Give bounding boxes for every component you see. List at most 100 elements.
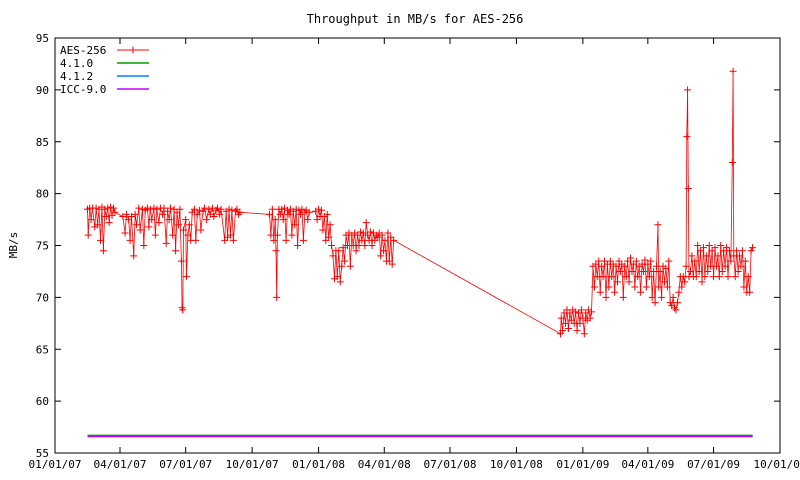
data-point xyxy=(270,236,278,244)
data-point xyxy=(299,236,307,244)
data-point xyxy=(728,159,736,166)
data-point xyxy=(151,231,159,239)
data-point xyxy=(325,233,333,241)
data-point xyxy=(740,283,748,291)
y-axis-label: MB/s xyxy=(7,232,20,259)
data-point xyxy=(612,262,620,270)
series-line-0 xyxy=(87,71,753,335)
data-point xyxy=(622,273,630,281)
data-point xyxy=(179,306,187,314)
data-point xyxy=(573,327,581,335)
data-point xyxy=(654,221,662,229)
data-point xyxy=(180,226,188,234)
data-point xyxy=(200,204,208,212)
data-point xyxy=(741,257,749,265)
y-tick-label: 65 xyxy=(36,343,49,356)
data-point xyxy=(588,308,596,316)
x-tick-label: 10/01/08 xyxy=(490,458,543,471)
data-point xyxy=(381,236,389,244)
data-point xyxy=(605,283,613,291)
data-point xyxy=(695,267,703,275)
x-tick-label: 01/01/08 xyxy=(292,458,345,471)
data-point xyxy=(736,252,744,260)
data-point xyxy=(738,247,746,255)
data-point xyxy=(644,260,652,268)
data-point xyxy=(109,204,117,212)
data-point xyxy=(199,207,207,215)
data-point xyxy=(126,236,134,244)
legend-label: ICC-9.0 xyxy=(60,83,106,96)
data-point xyxy=(723,244,731,252)
data-point xyxy=(102,212,110,220)
data-point xyxy=(577,306,585,314)
data-point xyxy=(148,216,156,224)
data-point xyxy=(319,226,327,234)
data-point xyxy=(184,231,192,239)
data-point xyxy=(702,252,710,260)
data-point xyxy=(378,231,386,239)
legend-label: 4.1.2 xyxy=(60,70,93,83)
chart-title: Throughput in MB/s for AES-256 xyxy=(307,12,524,26)
data-point xyxy=(229,236,237,244)
data-point xyxy=(371,236,379,244)
data-point xyxy=(279,216,287,224)
data-point xyxy=(291,221,299,229)
plot-frame xyxy=(54,37,781,454)
data-point xyxy=(656,267,664,275)
data-point xyxy=(564,325,572,332)
x-tick-label: 10/01/07 xyxy=(226,458,279,471)
x-tick-label: 04/01/07 xyxy=(93,458,146,471)
data-point xyxy=(608,273,616,281)
data-point xyxy=(647,257,655,265)
data-point xyxy=(182,216,190,224)
data-point xyxy=(177,257,185,265)
data-point xyxy=(271,216,279,224)
data-point xyxy=(712,262,720,270)
data-point xyxy=(708,247,716,255)
data-point xyxy=(226,231,234,239)
data-point xyxy=(380,247,388,255)
data-point xyxy=(641,256,649,264)
data-point xyxy=(592,260,600,268)
data-point xyxy=(682,262,690,270)
data-point xyxy=(704,267,712,275)
data-point xyxy=(364,231,372,239)
data-point xyxy=(282,236,290,244)
data-point xyxy=(336,278,344,286)
x-tick-label: 04/01/08 xyxy=(358,458,411,471)
data-point xyxy=(195,206,203,214)
data-point xyxy=(233,205,241,213)
data-point xyxy=(304,216,312,224)
data-point xyxy=(317,206,325,214)
data-point xyxy=(734,267,742,275)
data-point xyxy=(678,283,686,291)
data-point xyxy=(688,252,696,260)
data-point xyxy=(627,254,635,262)
data-point xyxy=(313,216,321,224)
data-point xyxy=(329,252,337,260)
data-point xyxy=(276,210,284,218)
data-point xyxy=(273,231,281,239)
data-point xyxy=(338,262,346,270)
data-point xyxy=(173,208,181,216)
data-point xyxy=(645,273,653,281)
data-point xyxy=(206,210,214,218)
data-point xyxy=(333,273,341,281)
data-point xyxy=(658,293,666,301)
data-point xyxy=(136,226,144,234)
data-point xyxy=(731,273,739,281)
data-point xyxy=(662,264,670,272)
data-point xyxy=(559,327,567,335)
data-point xyxy=(684,86,692,94)
data-point xyxy=(673,299,681,307)
data-point xyxy=(663,283,671,291)
data-point xyxy=(387,233,395,241)
data-point xyxy=(225,205,233,213)
data-point xyxy=(619,293,627,301)
y-tick-label: 85 xyxy=(36,136,49,149)
data-point xyxy=(155,219,163,227)
data-point xyxy=(692,273,700,281)
data-point xyxy=(683,133,691,141)
data-point xyxy=(721,262,729,270)
data-point xyxy=(298,205,306,213)
